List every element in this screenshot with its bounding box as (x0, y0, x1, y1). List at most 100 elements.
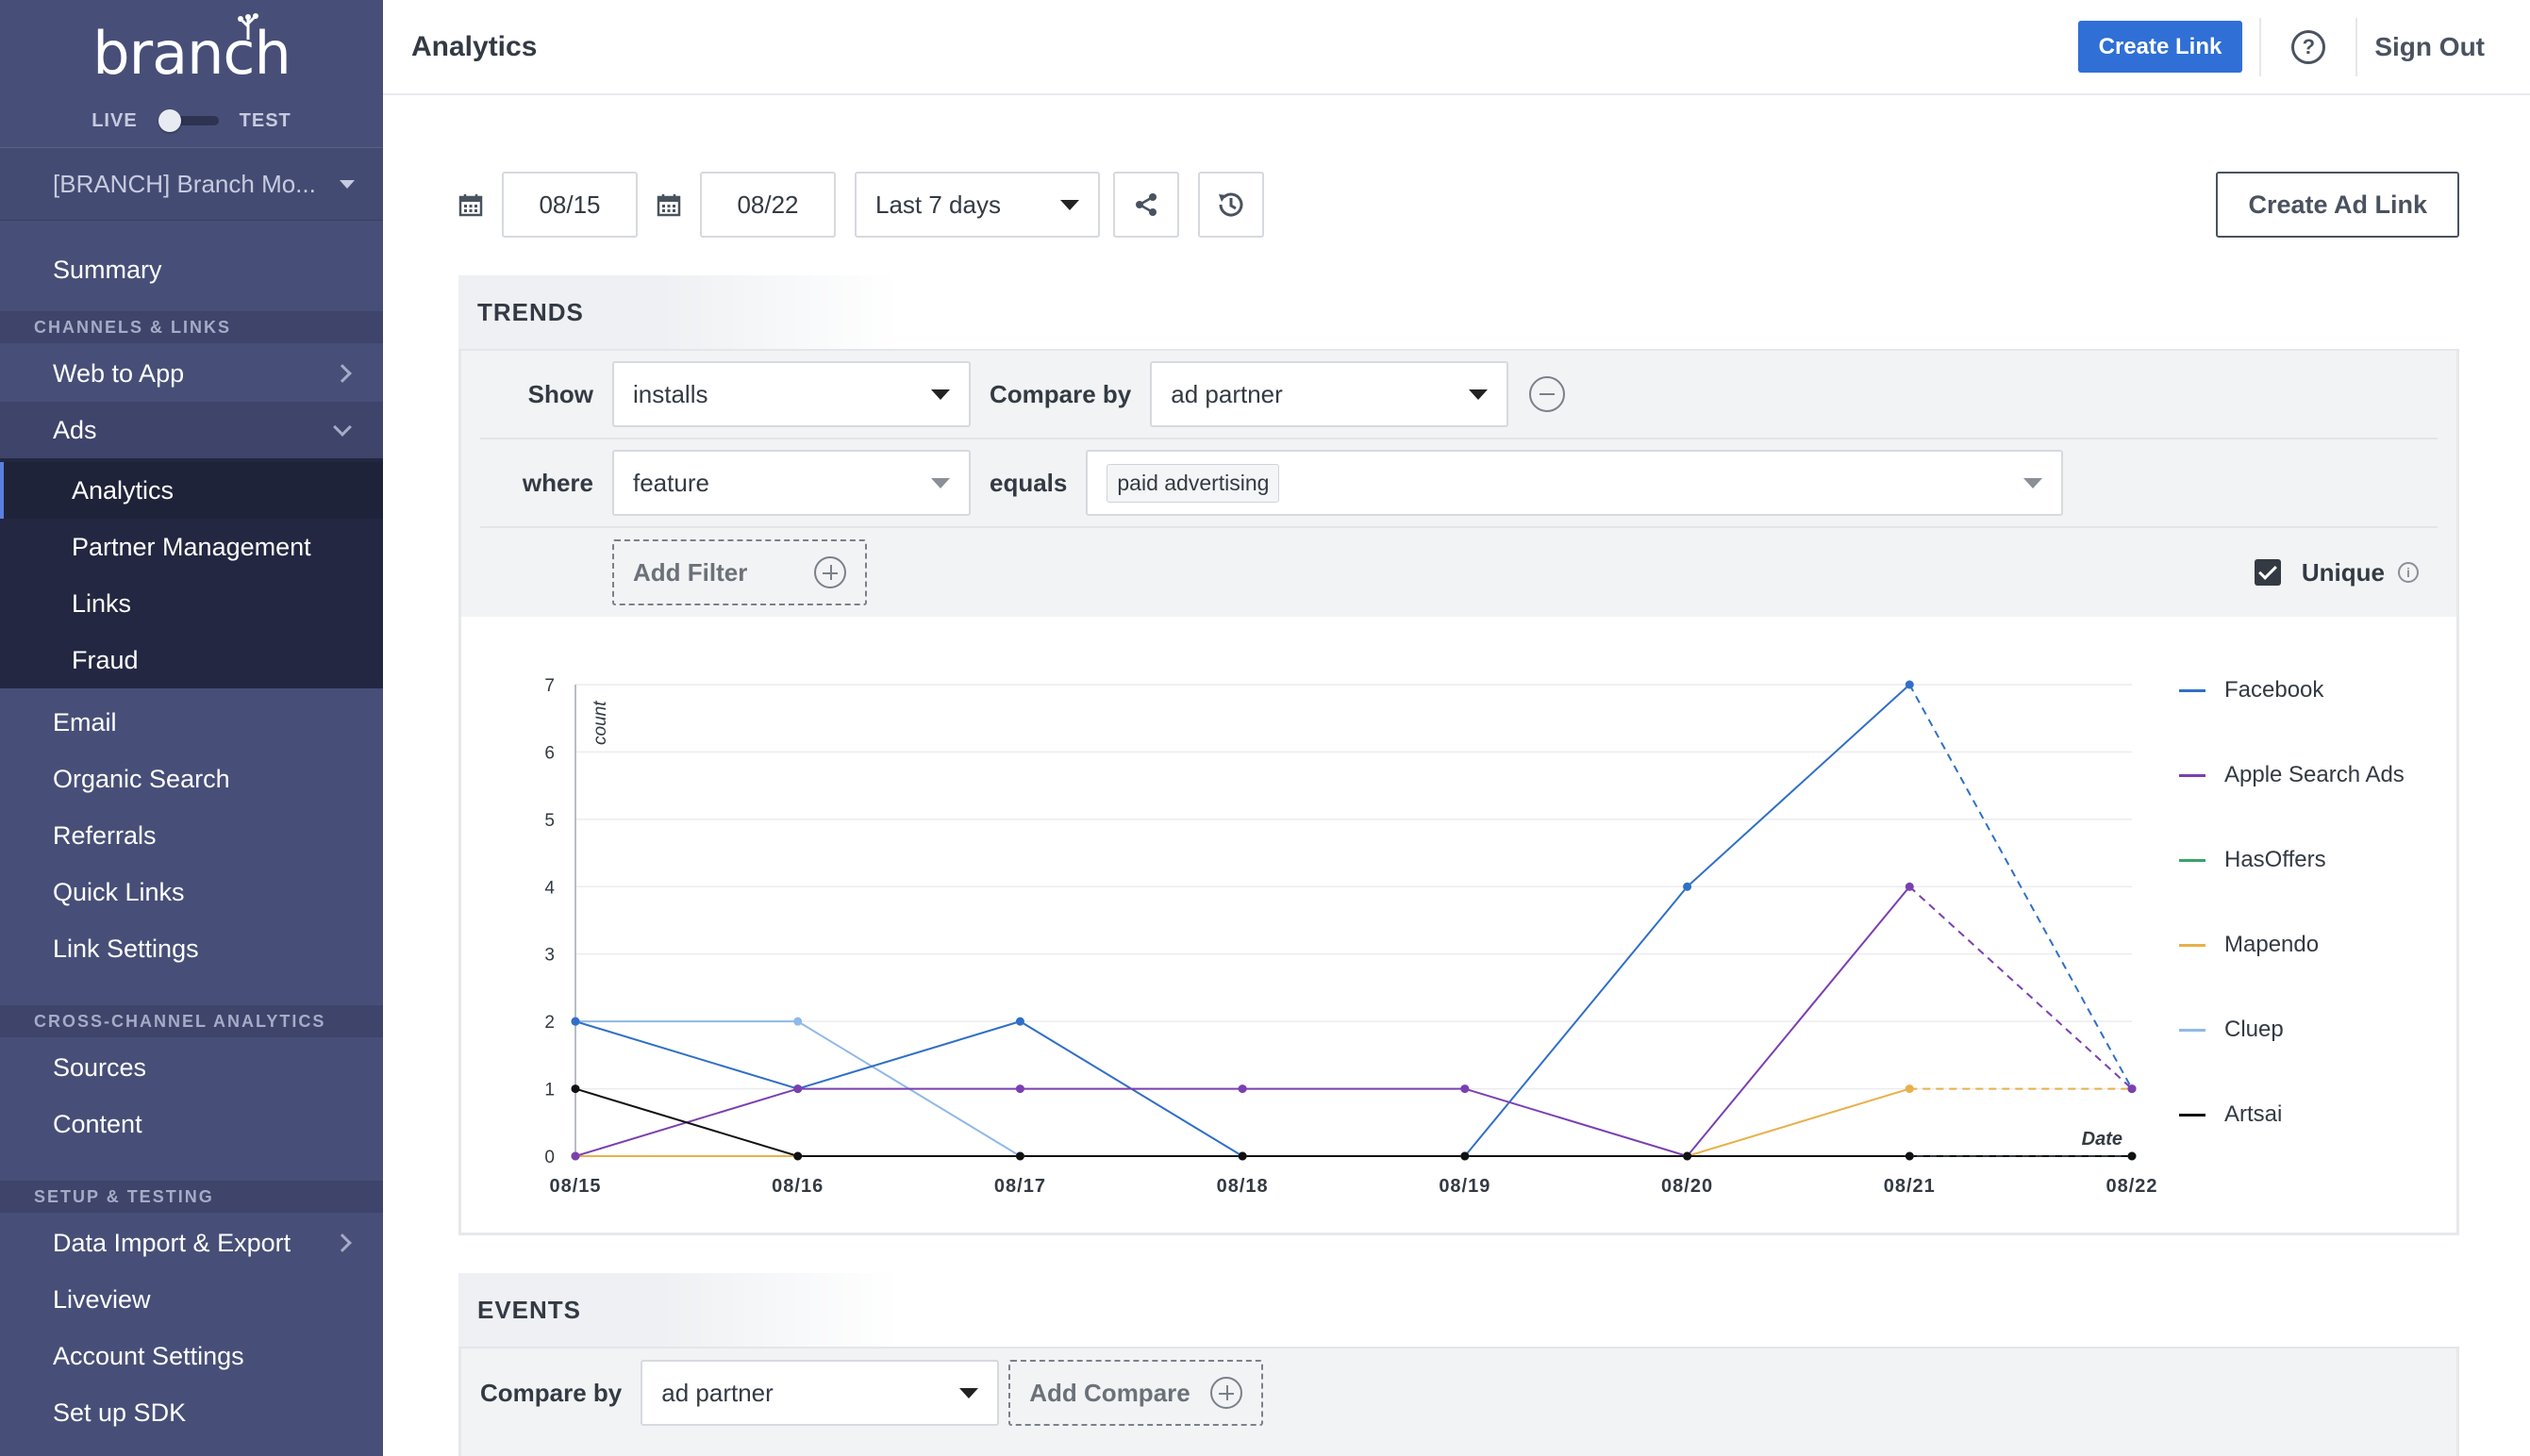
help-icon[interactable]: ? (2291, 29, 2326, 64)
sidebar-item-sources[interactable]: Sources (0, 1039, 383, 1096)
legend-item[interactable]: HasOffers (2179, 847, 2326, 873)
share-icon (1136, 193, 1157, 216)
legend-label: Apple Search Ads (2224, 762, 2405, 787)
sidebar-item-set-up-sdk[interactable]: Set up SDK (0, 1384, 383, 1441)
sidebar-item-content[interactable]: Content (0, 1096, 383, 1152)
tree-icon (238, 13, 259, 40)
sign-out-link[interactable]: Sign Out (2374, 31, 2485, 61)
sidebar-item-label: Web to App (53, 358, 185, 388)
date-range-select[interactable]: Last 7 days (855, 172, 1100, 238)
legend-swatch (2179, 688, 2205, 692)
sidebar-item-links[interactable]: Links (0, 575, 383, 632)
sidebar-item-partner-management[interactable]: Partner Management (0, 519, 383, 575)
sidebar-item-liveview[interactable]: Liveview (0, 1271, 383, 1328)
org-selector[interactable]: [BRANCH] Branch Mo... (0, 147, 383, 221)
share-button[interactable] (1113, 172, 1179, 238)
unique-checkbox[interactable] (2254, 559, 2281, 586)
add-filter-button[interactable]: Add Filter (612, 539, 867, 605)
add-compare-button[interactable]: Add Compare (1008, 1360, 1264, 1426)
metric-select[interactable]: installs (612, 361, 971, 427)
chevron-down-icon (340, 179, 355, 189)
sidebar-item-label: Links (72, 588, 132, 618)
info-icon[interactable]: i (2398, 562, 2419, 583)
sidebar-item-web-to-app[interactable]: Web to App (0, 345, 383, 402)
sidebar-item-label: Link Settings (53, 934, 199, 963)
sidebar-item-label: Ads (53, 415, 97, 444)
sidebar-item-label: Content (53, 1109, 142, 1138)
legend-swatch (2179, 1113, 2205, 1117)
chevron-right-icon (333, 364, 352, 383)
header-divider (2355, 17, 2358, 76)
sidebar-item-data-import-export[interactable]: Data Import & Export (0, 1215, 383, 1271)
events-compare-row: Compare by ad partner Add Compare (480, 1348, 2438, 1437)
sidebar-item-analytics[interactable]: Analytics (0, 462, 383, 519)
events-compare-label: Compare by (480, 1378, 623, 1407)
legend-label: Facebook (2224, 677, 2324, 703)
legend-item[interactable]: Facebook (2179, 677, 2323, 703)
sidebar-item-referrals[interactable]: Referrals (0, 807, 383, 864)
sidebar-item-quick-links[interactable]: Quick Links (0, 864, 383, 920)
sidebar-item-label: Organic Search (53, 764, 230, 793)
sidebar-item-label: Liveview (53, 1284, 151, 1314)
logo-text: branch (92, 19, 291, 88)
date-controls: 08/15 08/22 Last 7 days Create Ad Link (458, 172, 2459, 238)
environment-toggle-row: LIVE TEST (0, 94, 383, 147)
top-header: Analytics Create Link ? Sign Out (383, 0, 2530, 95)
filter-field-select[interactable]: feature (612, 450, 971, 516)
sidebar-item-label: Email (53, 707, 117, 736)
org-name: [BRANCH] Branch Mo... (53, 169, 316, 198)
caret-down-icon (959, 1387, 979, 1398)
sidebar-item-label: Analytics (72, 475, 175, 505)
sidebar-item-ads[interactable]: Ads (0, 402, 383, 458)
where-label: where (522, 468, 593, 497)
sidebar-item-organic-search[interactable]: Organic Search (0, 751, 383, 807)
caret-down-icon (1469, 389, 1489, 400)
caret-down-icon (931, 477, 950, 488)
live-test-toggle[interactable] (158, 109, 219, 132)
sidebar-item-fraud[interactable]: Fraud (0, 632, 383, 688)
legend-label: HasOffers (2224, 847, 2326, 872)
trends-panel: Show installs Compare by ad partner wher… (458, 351, 2459, 1235)
start-date-input[interactable]: 08/15 (502, 172, 638, 238)
create-link-button[interactable]: Create Link (2077, 21, 2243, 73)
toggle-knob[interactable] (158, 109, 181, 132)
caret-down-icon (931, 389, 950, 400)
trends-header: TRENDS (458, 275, 2459, 351)
legend-item[interactable]: Apple Search Ads (2179, 762, 2405, 788)
header-divider (2259, 17, 2262, 76)
sidebar-item-label: Sources (53, 1052, 147, 1082)
caret-down-icon (1060, 199, 1079, 210)
events-header: EVENTS (458, 1273, 2459, 1348)
add-filter-label: Add Filter (633, 557, 748, 587)
sidebar-item-label: Set up SDK (53, 1398, 187, 1427)
history-icon (1219, 192, 1243, 217)
legend-item[interactable]: Mapendo (2179, 932, 2319, 958)
compare-by-select[interactable]: ad partner (1150, 361, 1509, 427)
remove-compare-icon[interactable] (1529, 376, 1566, 412)
legend-item[interactable]: Artsai (2179, 1101, 2282, 1128)
sidebar-item-link-settings[interactable]: Link Settings (0, 920, 383, 977)
sidebar-item-account-settings[interactable]: Account Settings (0, 1328, 383, 1384)
filter-value-select[interactable]: paid advertising (1086, 450, 2064, 516)
history-button[interactable] (1198, 172, 1264, 238)
legend-item[interactable]: Cluep (2179, 1017, 2284, 1043)
plus-icon (1210, 1377, 1243, 1409)
legend-label: Cluep (2224, 1017, 2284, 1042)
create-ad-link-button[interactable]: Create Ad Link (2216, 172, 2459, 238)
events-compare-select[interactable]: ad partner (641, 1360, 1000, 1426)
legend-label: Artsai (2224, 1101, 2283, 1127)
end-date-input[interactable]: 08/22 (700, 172, 836, 238)
show-row: Show installs Compare by ad partner (480, 351, 2438, 439)
sidebar-item-label: Referrals (53, 820, 157, 850)
sidebar-item-email[interactable]: Email (0, 694, 383, 751)
date-range-value: Last 7 days (875, 190, 1001, 219)
filter-value-tag[interactable]: paid advertising (1107, 463, 1280, 503)
branch-logo[interactable]: branch (92, 13, 291, 83)
sidebar-item-label: Fraud (72, 645, 139, 674)
calendar-icon[interactable] (458, 192, 483, 217)
caret-down-icon (2023, 477, 2043, 488)
calendar-icon[interactable] (657, 192, 681, 217)
metric-value: installs (633, 379, 708, 408)
legend-swatch (2179, 943, 2205, 947)
sidebar-item-summary[interactable]: Summary (0, 241, 383, 298)
